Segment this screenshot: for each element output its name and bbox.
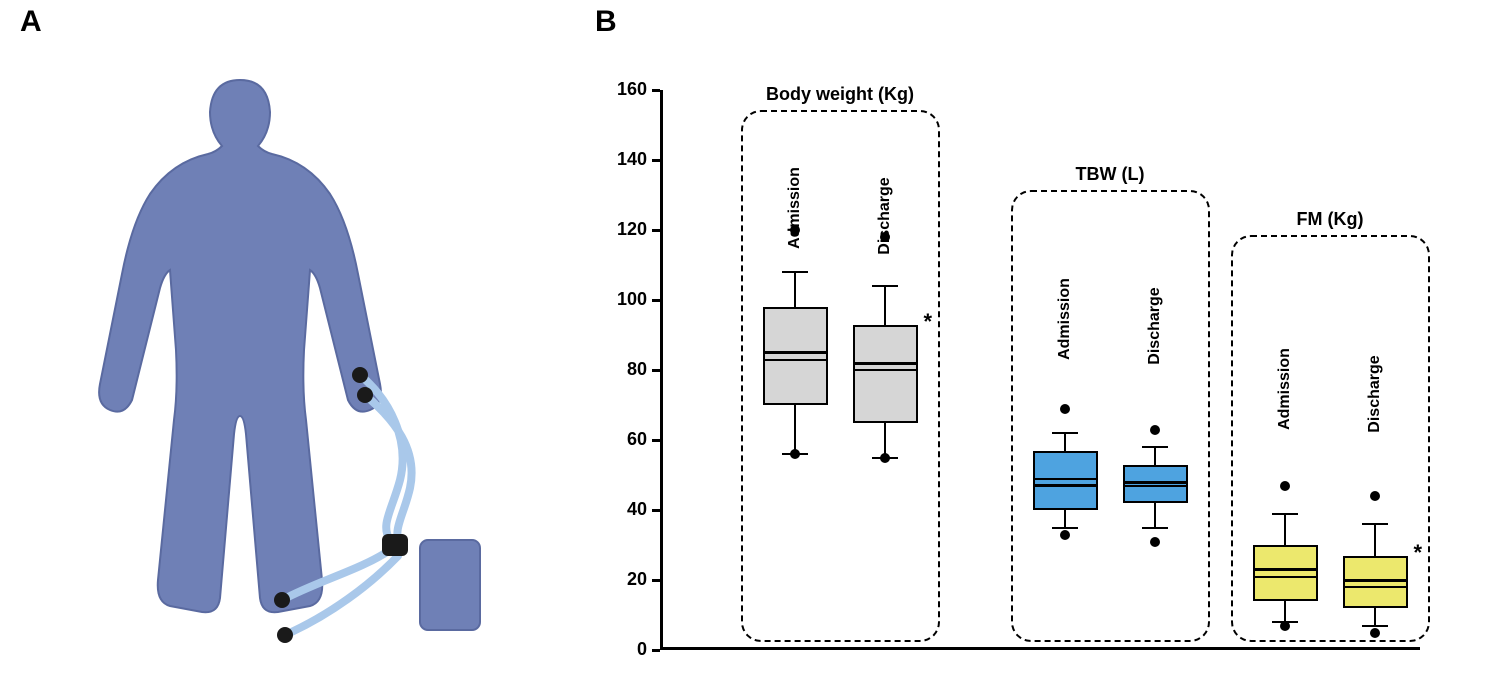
- group-frame: [1011, 190, 1210, 642]
- median-line: [763, 351, 828, 354]
- median-line: [853, 362, 918, 365]
- median-line: [1033, 484, 1098, 487]
- outlier-point: [1280, 481, 1290, 491]
- outlier-point: [880, 453, 890, 463]
- outlier-point: [1280, 621, 1290, 631]
- y-tick-label: 60: [605, 429, 647, 450]
- figure-canvas: A B 020406080100120140160Body weight (Kg…: [0, 0, 1498, 680]
- whisker-cap-hi: [782, 271, 808, 273]
- y-tick: [652, 229, 660, 232]
- y-tick: [652, 159, 660, 162]
- median-line: [1123, 481, 1188, 484]
- whisker-upper: [884, 286, 886, 325]
- mean-line: [853, 369, 918, 371]
- outlier-point: [1370, 628, 1380, 638]
- box-label: Admission: [1056, 259, 1074, 379]
- whisker-lower: [794, 405, 796, 454]
- box-label: Discharge: [1146, 266, 1164, 386]
- group-title: FM (Kg): [1230, 209, 1430, 230]
- box: [1343, 556, 1408, 609]
- device-body: [420, 540, 480, 630]
- box: [763, 307, 828, 405]
- y-tick: [652, 369, 660, 372]
- whisker-lower: [1374, 608, 1376, 626]
- electrode-foot-1: [274, 592, 290, 608]
- y-tick: [652, 579, 660, 582]
- whisker-upper: [1374, 524, 1376, 556]
- mean-line: [763, 359, 828, 361]
- y-tick-label: 160: [605, 79, 647, 100]
- y-tick: [652, 649, 660, 652]
- y-tick-label: 80: [605, 359, 647, 380]
- x-axis: [660, 647, 1420, 650]
- y-tick-label: 100: [605, 289, 647, 310]
- box: [1033, 451, 1098, 511]
- whisker-cap-lo: [1052, 527, 1078, 529]
- whisker-cap-hi: [1272, 513, 1298, 515]
- wire-connector: [382, 534, 408, 556]
- y-tick: [652, 89, 660, 92]
- whisker-lower: [1064, 510, 1066, 528]
- y-tick: [652, 299, 660, 302]
- y-tick: [652, 439, 660, 442]
- whisker-cap-lo: [1362, 625, 1388, 627]
- significance-star: *: [924, 309, 933, 335]
- mean-line: [1123, 485, 1188, 487]
- electrode-hand-2: [357, 387, 373, 403]
- box: [853, 325, 918, 423]
- outlier-point: [1150, 425, 1160, 435]
- group-title: Body weight (Kg): [740, 84, 940, 105]
- box-label: Admission: [1276, 329, 1294, 449]
- significance-star: *: [1414, 540, 1423, 566]
- panel-a-svg: [60, 40, 540, 680]
- box-label: Admission: [786, 148, 804, 268]
- group-title: TBW (L): [1010, 164, 1210, 185]
- outlier-point: [1370, 491, 1380, 501]
- whisker-upper: [1284, 514, 1286, 546]
- whisker-lower: [1284, 601, 1286, 622]
- outlier-point: [1060, 530, 1070, 540]
- mean-line: [1033, 478, 1098, 480]
- whisker-upper: [1154, 447, 1156, 465]
- whisker-cap-hi: [1052, 432, 1078, 434]
- whisker-cap-hi: [872, 285, 898, 287]
- whisker-lower: [1154, 503, 1156, 528]
- median-line: [1343, 579, 1408, 582]
- panel-label-a: A: [20, 5, 42, 39]
- electrode-hand-1: [352, 367, 368, 383]
- median-line: [1253, 568, 1318, 571]
- y-tick-label: 140: [605, 149, 647, 170]
- box-label: Discharge: [876, 156, 894, 276]
- whisker-upper: [1064, 433, 1066, 451]
- box-label: Discharge: [1366, 334, 1384, 454]
- y-axis: [660, 90, 663, 650]
- body-silhouette: [99, 80, 381, 612]
- y-tick-label: 120: [605, 219, 647, 240]
- outlier-point: [1060, 404, 1070, 414]
- whisker-cap-hi: [1142, 446, 1168, 448]
- y-tick-label: 20: [605, 569, 647, 590]
- whisker-cap-hi: [1362, 523, 1388, 525]
- outlier-point: [1150, 537, 1160, 547]
- mean-line: [1253, 576, 1318, 578]
- panel-label-b: B: [595, 5, 617, 39]
- y-tick-label: 40: [605, 499, 647, 520]
- outlier-point: [790, 449, 800, 459]
- mean-line: [1343, 586, 1408, 588]
- panel-b-plot: 020406080100120140160Body weight (Kg)Adm…: [660, 90, 1420, 650]
- electrode-foot-2: [277, 627, 293, 643]
- whisker-upper: [794, 272, 796, 307]
- y-tick: [652, 509, 660, 512]
- box: [1253, 545, 1318, 601]
- y-tick-label: 0: [605, 639, 647, 660]
- whisker-cap-lo: [1142, 527, 1168, 529]
